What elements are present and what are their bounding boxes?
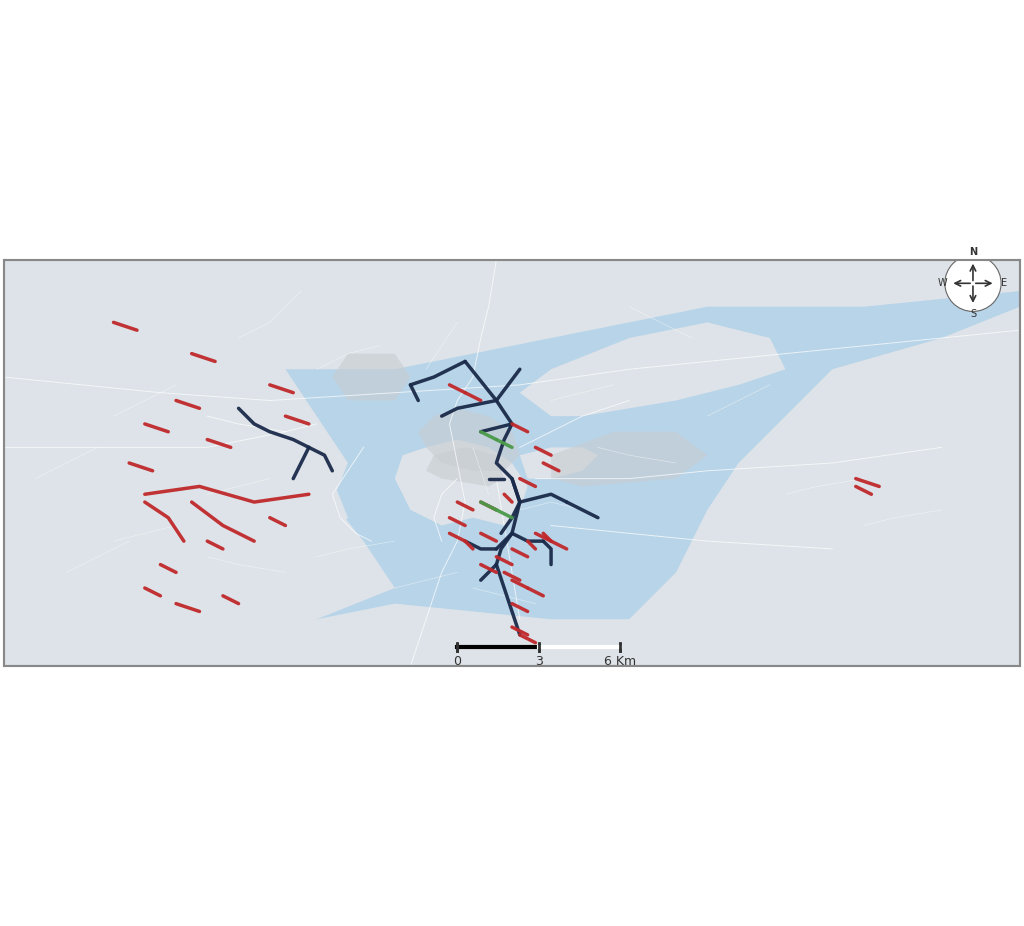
- Text: E: E: [1000, 279, 1007, 288]
- Text: 6 Km: 6 Km: [604, 656, 637, 669]
- Text: N: N: [969, 247, 977, 257]
- Text: W: W: [937, 279, 947, 288]
- Text: 3: 3: [535, 656, 543, 669]
- Text: 0: 0: [454, 656, 461, 669]
- Circle shape: [945, 256, 1001, 311]
- Text: S: S: [970, 309, 976, 319]
